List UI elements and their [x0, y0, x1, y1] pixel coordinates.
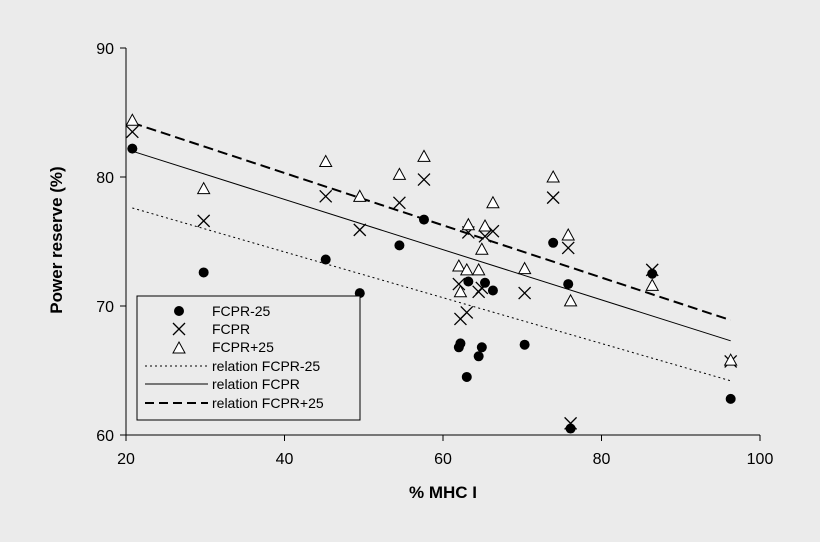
point-fcpr: [392, 196, 406, 210]
point-fcpr: [561, 241, 575, 255]
point-fcpr-plus-25: [453, 284, 468, 298]
y-axis-label: Power reserve (%): [47, 166, 66, 313]
point-fcpr-plus-25: [563, 293, 578, 307]
point-fcpr: [197, 214, 211, 228]
point-fcpr-plus-25: [471, 262, 486, 276]
legend-box: [136, 295, 361, 421]
point-fcpr-plus-25: [474, 242, 489, 255]
point-fcpr: [417, 173, 431, 187]
relation-line-solid: [132, 150, 731, 342]
point-fcpr: [645, 263, 659, 277]
point-fcpr: [546, 191, 560, 205]
legend-label: relation FCPR: [212, 376, 300, 392]
legend-entry-relation-fcpr-25: relation FCPR-25: [145, 358, 320, 374]
point-fcpr-25: [563, 279, 574, 290]
legend: FCPR-25 FCPR FCPR+25 relation FCPR-25 re…: [136, 295, 361, 421]
point-fcpr-plus-25: [478, 218, 492, 232]
x-tick-label: 100: [747, 451, 774, 468]
y-tick-label: 80: [96, 170, 114, 187]
point-fcpr-25: [473, 351, 484, 362]
point-fcpr-plus-25: [452, 258, 466, 272]
x-tick-label: 20: [117, 451, 135, 468]
legend-entry-fcpr-plus-25: FCPR+25: [172, 339, 274, 355]
legend-label: FCPR+25: [212, 339, 274, 355]
point-fcpr-25: [127, 143, 138, 154]
point-fcpr-25: [320, 254, 331, 265]
point-fcpr-25: [476, 342, 487, 353]
point-fcpr-plus-25: [125, 113, 140, 126]
legend-marker-triangle: [172, 340, 186, 354]
point-fcpr-plus-25: [561, 228, 576, 241]
legend-marker-cross: [172, 322, 186, 336]
point-fcpr: [353, 223, 367, 237]
relation-line-dashed: [132, 121, 731, 322]
point-fcpr: [452, 277, 466, 291]
point-fcpr-25: [198, 267, 209, 278]
legend-label: relation FCPR+25: [212, 395, 324, 411]
point-fcpr: [478, 229, 492, 243]
point-fcpr-25: [463, 276, 474, 287]
data-markers: [125, 113, 738, 434]
point-fcpr-plus-25: [459, 262, 474, 276]
y-tick-label: 60: [96, 428, 114, 445]
point-fcpr: [460, 305, 474, 319]
legend-label: relation FCPR-25: [212, 358, 320, 374]
point-fcpr-25: [565, 423, 576, 434]
legend-entry-fcpr-25: FCPR-25: [174, 303, 271, 319]
point-fcpr-25: [519, 339, 530, 350]
point-fcpr-plus-25: [392, 167, 407, 180]
point-fcpr-25: [647, 268, 658, 279]
point-fcpr: [518, 286, 532, 300]
point-fcpr: [475, 281, 489, 295]
point-fcpr-plus-25: [417, 149, 431, 162]
point-fcpr: [319, 189, 333, 203]
point-fcpr-plus-25: [723, 353, 738, 366]
axes: 60 70 80 90 20 40 60 80 100: [96, 41, 773, 468]
point-fcpr-plus-25: [318, 154, 333, 168]
point-fcpr-25: [725, 393, 736, 404]
legend-label: FCPR: [212, 321, 250, 337]
point-fcpr-plus-25: [196, 181, 211, 195]
point-fcpr-plus-25: [352, 189, 367, 202]
point-fcpr-25: [548, 237, 559, 248]
y-tick-label: 90: [96, 41, 114, 58]
point-fcpr-25: [487, 285, 498, 296]
x-tick-label: 80: [593, 451, 611, 468]
point-fcpr-plus-25: [517, 261, 532, 275]
point-fcpr-25: [394, 240, 405, 251]
point-fcpr-plus-25: [546, 169, 560, 183]
legend-marker-dot: [174, 306, 184, 316]
legend-entry-fcpr: FCPR: [172, 321, 250, 337]
point-fcpr-plus-25: [486, 195, 500, 209]
relation-line-dotted: [132, 207, 731, 382]
legend-entry-relation-fcpr: relation FCPR: [145, 376, 300, 392]
point-fcpr-25: [480, 277, 491, 288]
point-fcpr-25: [461, 371, 472, 382]
point-fcpr-25: [418, 214, 429, 225]
point-fcpr-plus-25: [461, 217, 476, 231]
legend-label: FCPR-25: [212, 303, 271, 319]
x-tick-label: 60: [434, 451, 452, 468]
point-fcpr-plus-25: [645, 278, 660, 291]
x-axis-label: % MHC I: [409, 483, 477, 502]
legend-entry-relation-fcpr-plus-25: relation FCPR+25: [145, 395, 324, 411]
relation-lines: [132, 121, 731, 382]
x-tick-label: 40: [276, 451, 294, 468]
point-fcpr: [125, 125, 139, 139]
y-tick-label: 70: [96, 299, 114, 316]
point-fcpr-25: [455, 338, 466, 349]
point-fcpr: [564, 416, 578, 430]
